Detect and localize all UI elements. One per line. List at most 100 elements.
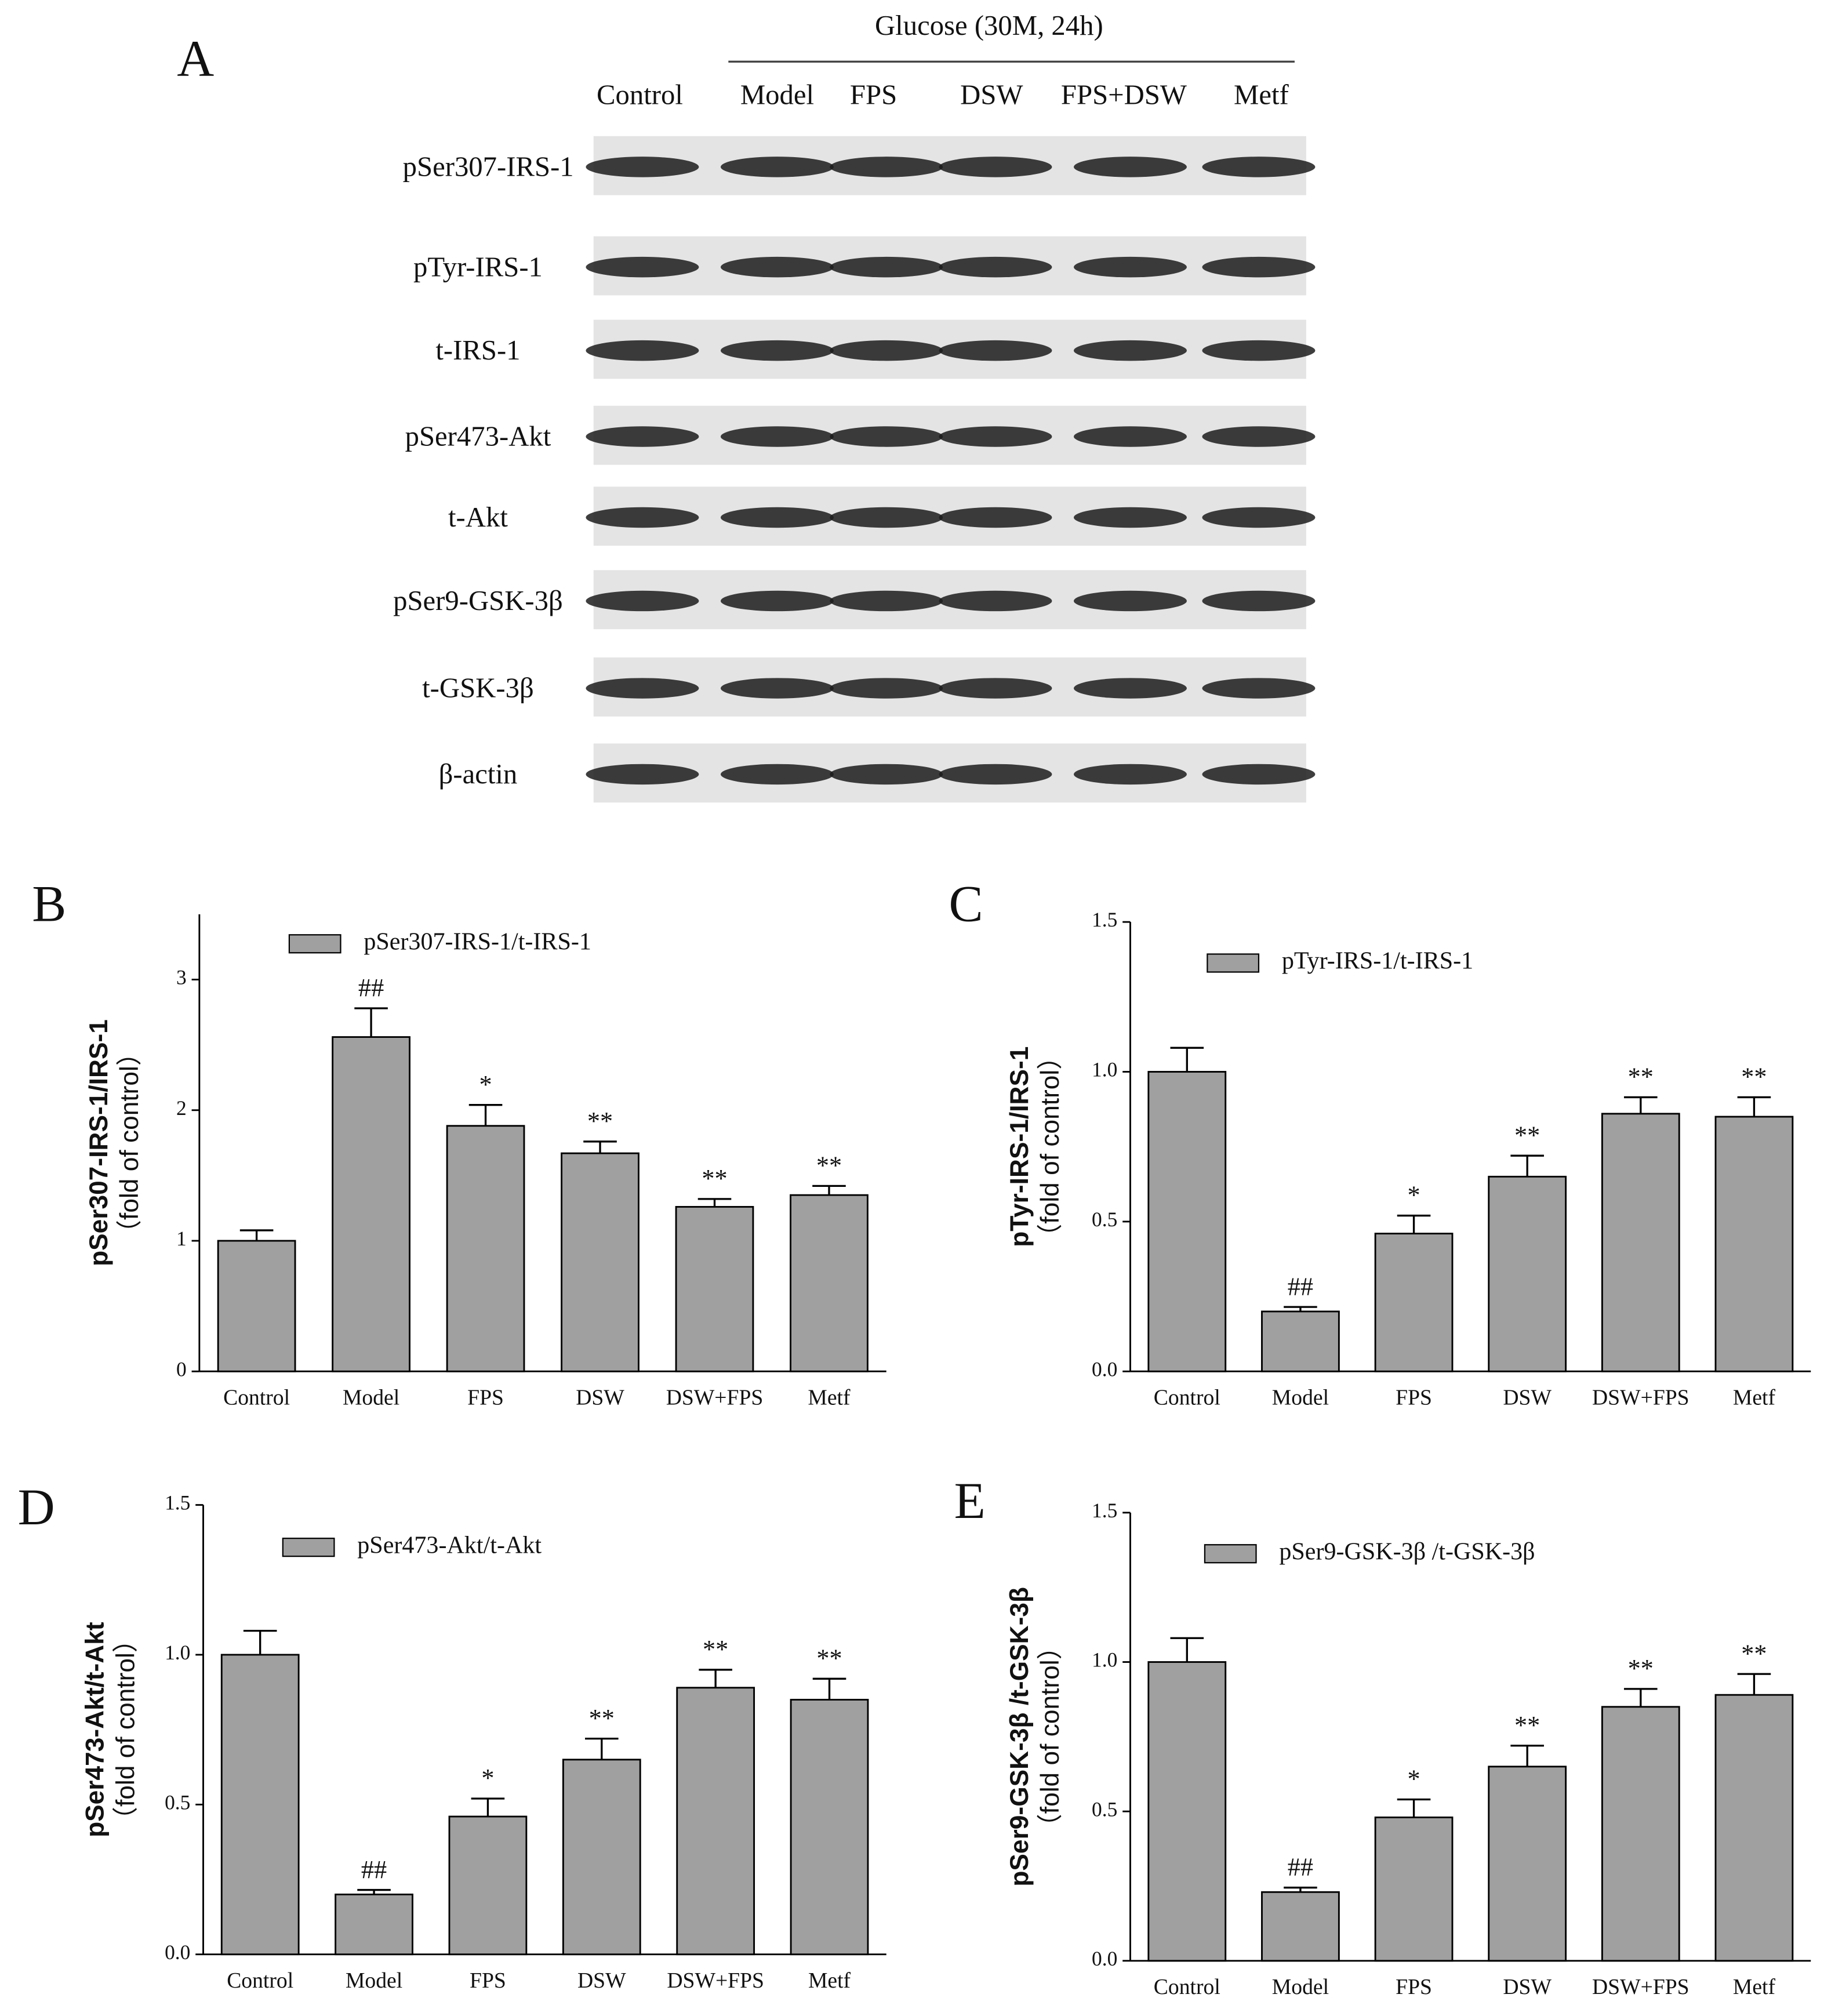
y-axis-label: pSer473-Akt/t-Akt xyxy=(81,1622,109,1837)
blot-band xyxy=(939,256,1052,278)
blot-band xyxy=(939,678,1052,699)
y-tick-label: 1.0 xyxy=(1092,1648,1117,1672)
row-label: pSer307-IRS-1 xyxy=(403,151,574,183)
blot-band xyxy=(721,340,834,361)
legend-label: pTyr-IRS-1/t-IRS-1 xyxy=(1282,948,1473,975)
significance-label: ## xyxy=(358,974,384,1002)
legend-label: pSer473-Akt/t-Akt xyxy=(357,1532,542,1559)
legend-swatch xyxy=(288,934,341,954)
blot-band xyxy=(586,764,699,785)
blot-band xyxy=(721,764,834,785)
y-axis-label: pSer9-GSK-3β /t-GSK-3β xyxy=(1005,1587,1034,1887)
x-tick-label: Metf xyxy=(808,1968,851,1993)
bar xyxy=(1374,1233,1454,1372)
lane-label: FPS+DSW xyxy=(1061,79,1187,111)
row-label: pTyr-IRS-1 xyxy=(413,251,543,282)
significance-label: ## xyxy=(1288,1853,1313,1881)
blot-band xyxy=(1202,507,1316,528)
significance-label: * xyxy=(481,1764,494,1792)
blot-band xyxy=(721,590,834,612)
bar xyxy=(790,1699,869,1956)
y-tick-label: 1.0 xyxy=(165,1641,190,1664)
bar xyxy=(561,1152,640,1372)
x-tick-label: Model xyxy=(1272,1386,1329,1410)
significance-label: * xyxy=(1407,1765,1420,1793)
x-tick-label: DSW+FPS xyxy=(1592,1975,1689,1999)
legend-label: pSer9-GSK-3β /t-GSK-3β xyxy=(1279,1538,1535,1565)
significance-label: * xyxy=(1407,1181,1420,1209)
blot-band xyxy=(830,340,943,361)
significance-label: ** xyxy=(816,1152,842,1180)
blot-band xyxy=(721,157,834,177)
significance-label: ** xyxy=(816,1644,842,1672)
x-tick-label: FPS xyxy=(470,1968,506,1993)
y-tick-label: 2 xyxy=(176,1096,187,1120)
blot-band xyxy=(586,426,699,447)
blot-band xyxy=(721,678,834,699)
lane-label: Control xyxy=(597,79,683,111)
blot-band xyxy=(1202,256,1316,278)
significance-label: ** xyxy=(702,1164,727,1193)
blot-band xyxy=(1074,256,1187,278)
x-tick-label: Model xyxy=(343,1386,399,1410)
bar xyxy=(446,1125,525,1372)
panel-letter: A xyxy=(177,31,214,88)
x-tick-label: DSW xyxy=(577,1968,626,1993)
lane-label: Model xyxy=(740,79,814,111)
bar xyxy=(1374,1816,1454,1962)
bar xyxy=(332,1036,410,1372)
blot-band xyxy=(830,256,943,278)
bar xyxy=(1488,1766,1567,1962)
bar xyxy=(220,1654,300,1956)
y-axis-label: （fold of control） xyxy=(1036,1634,1064,1839)
legend-swatch xyxy=(282,1538,335,1557)
y-axis-label: （fold of control） xyxy=(115,1040,144,1245)
blot-band xyxy=(1202,678,1316,699)
y-tick-label: 1 xyxy=(176,1227,187,1250)
row-label: pSer9-GSK-3β xyxy=(393,585,563,616)
blot-band xyxy=(586,157,699,177)
blot-band xyxy=(830,590,943,612)
significance-label: ** xyxy=(1628,1654,1654,1683)
blot-band xyxy=(586,340,699,361)
significance-label: * xyxy=(479,1070,492,1099)
row-label: t-IRS-1 xyxy=(435,335,520,366)
bar xyxy=(1488,1175,1567,1372)
legend-label: pSer307-IRS-1/t-IRS-1 xyxy=(364,928,591,955)
bar xyxy=(448,1815,528,1956)
y-tick-label: 0.0 xyxy=(165,1941,190,1964)
blot-band xyxy=(939,340,1052,361)
bar xyxy=(1714,1116,1794,1372)
blot-band xyxy=(830,157,943,177)
significance-label: ## xyxy=(1288,1272,1313,1301)
x-tick-label: FPS xyxy=(1396,1975,1432,1999)
blot-band xyxy=(1202,340,1316,361)
y-tick-label: 1.5 xyxy=(1092,908,1117,931)
y-tick-label: 0.5 xyxy=(1092,1797,1117,1821)
bar xyxy=(217,1240,296,1372)
y-axis-label: （fold of control） xyxy=(1036,1044,1064,1249)
y-tick-label: 0.0 xyxy=(1092,1947,1117,1970)
blot-band xyxy=(721,426,834,447)
significance-label: ** xyxy=(1514,1711,1540,1739)
bar xyxy=(1261,1891,1340,1962)
blot-band xyxy=(1074,157,1187,177)
blot-band xyxy=(939,507,1052,528)
y-tick-label: 1.0 xyxy=(1092,1058,1117,1081)
bar xyxy=(562,1759,641,1956)
x-tick-label: Control xyxy=(227,1968,293,1993)
x-tick-label: FPS xyxy=(1396,1386,1432,1410)
blot-band xyxy=(939,426,1052,447)
y-axis-label: pSer307-IRS-1/IRS-1 xyxy=(85,1019,113,1266)
panel-letter: D xyxy=(18,1479,55,1536)
row-label: t-GSK-3β xyxy=(422,673,534,704)
lane-label: DSW xyxy=(960,79,1023,111)
blot-band xyxy=(1202,590,1316,612)
blot-band xyxy=(586,678,699,699)
panel-letter: C xyxy=(949,876,983,932)
blot-band xyxy=(1202,157,1316,177)
x-tick-label: Model xyxy=(1272,1975,1329,1999)
blot-band xyxy=(586,507,699,528)
bar xyxy=(1714,1694,1794,1962)
